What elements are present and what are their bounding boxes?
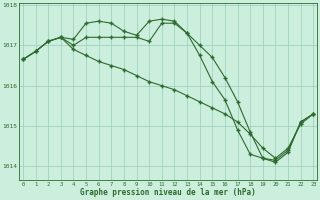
- X-axis label: Graphe pression niveau de la mer (hPa): Graphe pression niveau de la mer (hPa): [80, 188, 256, 197]
